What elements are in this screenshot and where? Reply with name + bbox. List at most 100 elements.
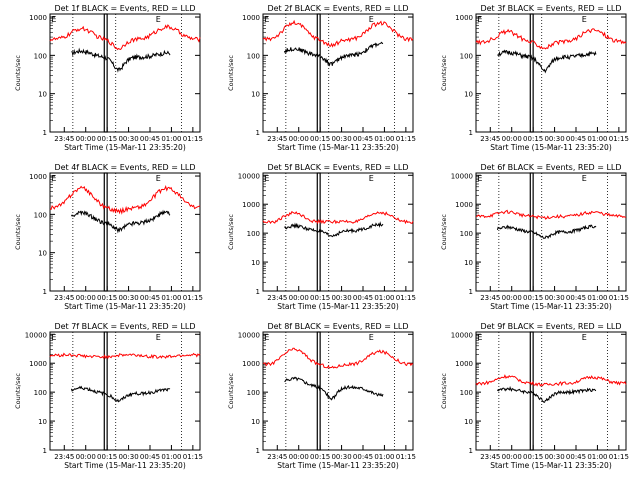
event-flag-label: E — [156, 174, 161, 183]
event-flag-label: E — [264, 174, 269, 183]
event-flag-label: E — [264, 15, 269, 24]
x-tick-label: 00:45 — [353, 453, 373, 461]
y-tick-label: 1 — [256, 288, 260, 296]
lld-series-line — [49, 184, 201, 215]
x-axis-label: Start Time (15-Mar-11 23:35:20) — [64, 302, 186, 311]
y-tick-label: 1000 — [242, 14, 260, 22]
x-axis-label: Start Time (15-Mar-11 23:35:20) — [490, 302, 612, 311]
y-tick-label: 10000 — [238, 331, 260, 339]
chart-title: Det 9f BLACK = Events, RED = LLD — [480, 322, 621, 331]
detector-chart-panel: Det 6f BLACK = Events, RED = LLD 1 10 100 10… — [440, 163, 629, 311]
y-tick-label: 10000 — [451, 331, 473, 339]
y-tick-label: 1000 — [455, 14, 473, 22]
y-tick-label: 10000 — [451, 172, 473, 180]
x-tick-label: 00:45 — [140, 135, 160, 143]
x-tick-label: 01:15 — [183, 294, 203, 302]
event-flag-label: E — [264, 333, 269, 342]
x-tick-label: 00:30 — [544, 135, 564, 143]
y-tick-label: 10 — [38, 91, 47, 99]
events-series-line — [70, 209, 171, 234]
y-tick-label: 10000 — [25, 331, 47, 339]
y-tick-label: 1 — [469, 288, 473, 296]
y-tick-label: 1 — [256, 447, 260, 455]
detector-chart-panel: Det 5f BLACK = Events, RED = LLD 1 10 100 10… — [227, 163, 416, 311]
plot-frame — [475, 172, 627, 292]
lld-series-line — [49, 352, 201, 360]
x-tick-label: 00:15 — [523, 294, 543, 302]
plot-frame — [49, 13, 201, 133]
x-tick-label: 01:00 — [161, 294, 181, 302]
event-flag-label: E — [477, 15, 482, 24]
x-tick-label: 01:15 — [183, 135, 203, 143]
x-tick-label: 00:00 — [502, 294, 522, 302]
x-tick-label: 00:00 — [76, 294, 96, 302]
x-tick-label: 00:45 — [353, 135, 373, 143]
detector-chart-panel: Det 1f BLACK = Events, RED = LLD 1 10 100 10… — [14, 4, 203, 152]
plot-frame — [262, 172, 414, 292]
x-tick-label: 00:45 — [353, 294, 373, 302]
x-tick-label: 23:45 — [267, 294, 287, 302]
x-tick-label: 00:45 — [566, 294, 586, 302]
x-tick-label: 00:15 — [97, 135, 117, 143]
x-axis-label: Start Time (15-Mar-11 23:35:20) — [490, 143, 612, 152]
event-flag-label: E — [369, 15, 374, 24]
y-tick-label: 10 — [38, 418, 47, 426]
events-series-line — [284, 221, 384, 238]
chart-title: Det 7f BLACK = Events, RED = LLD — [54, 322, 195, 331]
y-axis-label: Counts/sec — [227, 214, 235, 250]
x-tick-label: 00:00 — [76, 453, 96, 461]
detector-chart-panel: Det 9f BLACK = Events, RED = LLD 1 10 100 10… — [440, 322, 629, 470]
plot-frame — [49, 172, 201, 292]
y-tick-label: 100 — [247, 52, 260, 60]
y-tick-label: 10 — [251, 91, 260, 99]
x-tick-label: 23:45 — [480, 135, 500, 143]
x-tick-label: 00:30 — [118, 453, 138, 461]
event-flag-label: E — [477, 333, 482, 342]
y-tick-label: 1000 — [242, 360, 260, 368]
x-tick-label: 01:15 — [609, 453, 629, 461]
event-flag-label: E — [582, 333, 587, 342]
lld-series-line — [262, 19, 414, 48]
y-tick-label: 100 — [247, 230, 260, 238]
event-flag-label: E — [477, 174, 482, 183]
x-axis-label: Start Time (15-Mar-11 23:35:20) — [277, 143, 399, 152]
y-tick-label: 1000 — [29, 360, 47, 368]
y-axis-label: Counts/sec — [440, 214, 448, 250]
x-tick-label: 00:15 — [523, 453, 543, 461]
event-flag-label: E — [369, 174, 374, 183]
y-axis-label: Counts/sec — [440, 55, 448, 91]
y-axis-label: Counts/sec — [227, 55, 235, 91]
detector-chart-panel: Det 8f BLACK = Events, RED = LLD 1 10 100 10… — [227, 322, 416, 470]
events-series-line — [71, 47, 171, 73]
y-tick-label: 10 — [464, 91, 473, 99]
x-tick-label: 00:00 — [502, 135, 522, 143]
x-tick-label: 00:15 — [310, 294, 330, 302]
x-tick-label: 01:00 — [587, 135, 607, 143]
x-axis-label: Start Time (15-Mar-11 23:35:20) — [277, 302, 399, 311]
x-tick-label: 23:45 — [267, 135, 287, 143]
y-tick-label: 1 — [43, 447, 47, 455]
x-axis-label: Start Time (15-Mar-11 23:35:20) — [490, 461, 612, 470]
x-tick-label: 00:30 — [331, 453, 351, 461]
chart-title: Det 6f BLACK = Events, RED = LLD — [480, 163, 621, 172]
x-tick-label: 01:00 — [374, 135, 394, 143]
events-series-line — [496, 224, 597, 240]
x-tick-label: 23:45 — [54, 453, 74, 461]
y-tick-label: 10 — [38, 250, 47, 258]
y-axis-label: Counts/sec — [14, 373, 22, 409]
x-tick-label: 00:45 — [140, 453, 160, 461]
y-tick-label: 10 — [251, 259, 260, 267]
y-axis-label: Counts/sec — [440, 373, 448, 409]
x-tick-label: 01:15 — [609, 294, 629, 302]
x-tick-label: 00:00 — [76, 135, 96, 143]
x-tick-label: 01:15 — [609, 135, 629, 143]
plot-frame — [475, 331, 627, 451]
x-tick-label: 01:00 — [374, 453, 394, 461]
y-tick-label: 1000 — [29, 173, 47, 181]
chart-title: Det 2f BLACK = Events, RED = LLD — [267, 4, 408, 13]
x-tick-label: 01:15 — [396, 453, 416, 461]
chart-title: Det 5f BLACK = Events, RED = LLD — [267, 163, 408, 172]
chart-title: Det 4f BLACK = Events, RED = LLD — [54, 163, 195, 172]
x-tick-label: 23:45 — [54, 135, 74, 143]
plot-frame — [49, 331, 201, 451]
